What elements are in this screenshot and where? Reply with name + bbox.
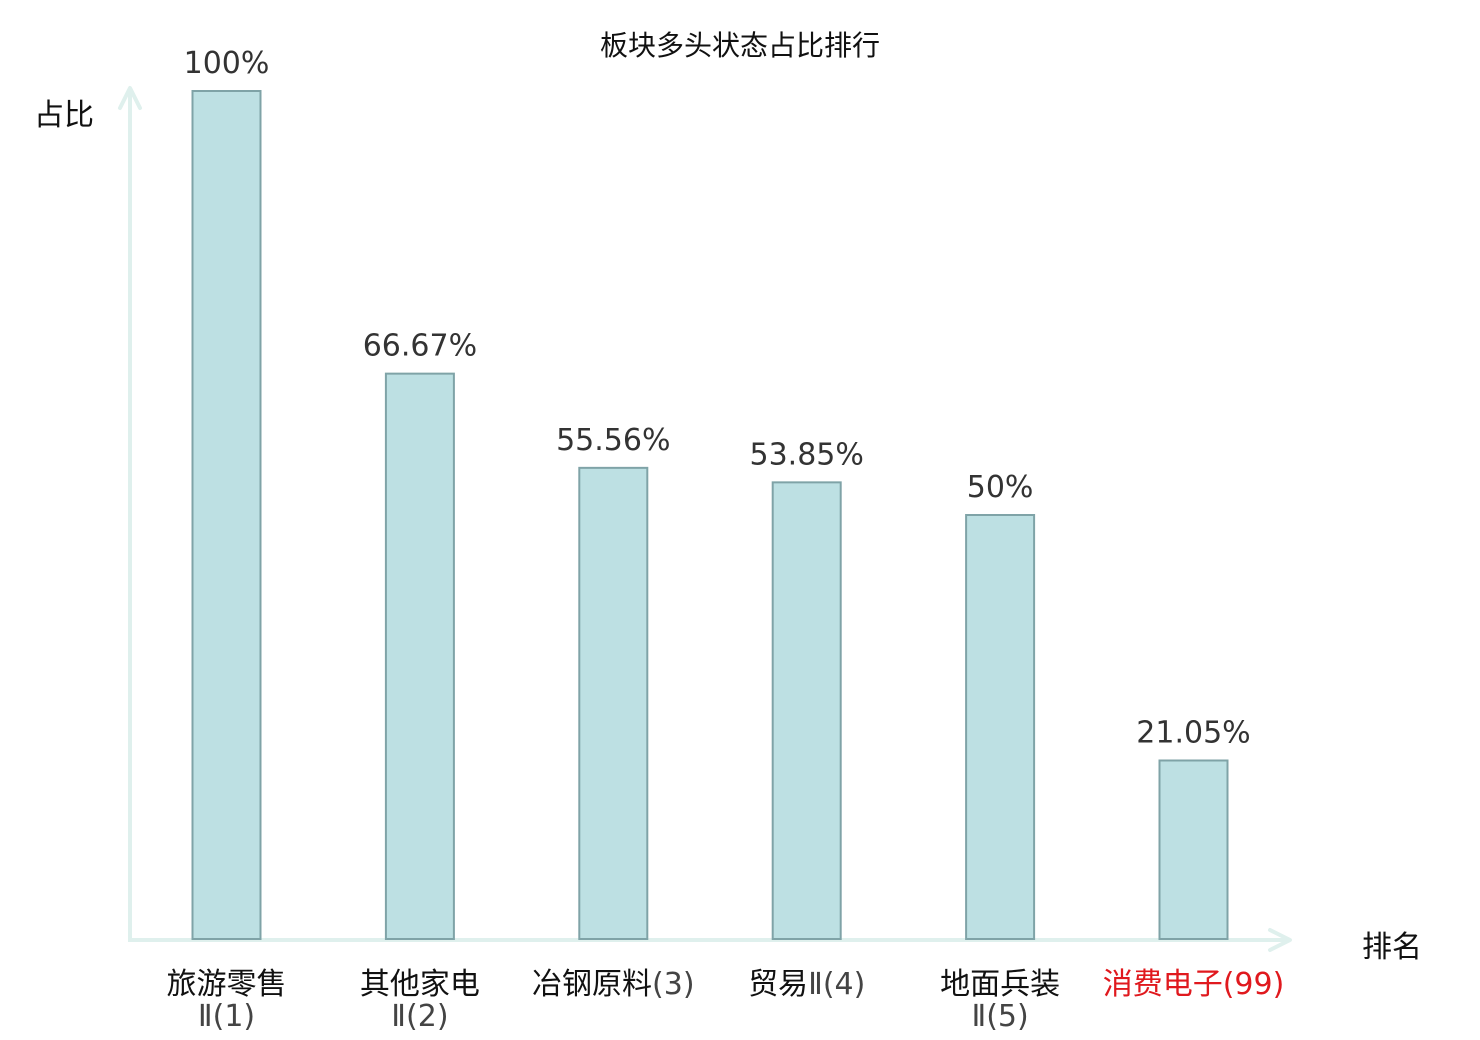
y-axis-label: 占比 (34, 98, 94, 133)
tick-label-name: 冶钢原料 (532, 967, 652, 1002)
tick-label-rank: Ⅱ(2) (391, 999, 448, 1034)
tick-label: 贸易Ⅱ(4) (748, 967, 865, 1002)
data-label: 100% (184, 46, 270, 81)
data-label: 53.85% (750, 437, 864, 472)
bar (578, 466, 649, 940)
tick-label: 冶钢原料(3) (532, 967, 695, 1002)
data-label: 21.05% (1136, 715, 1250, 750)
tick-label: 其他家电 (360, 967, 480, 1002)
y-axis-arrow (118, 86, 142, 110)
tick-label: 地面兵装 (940, 967, 1060, 1002)
tick-label-name: 消费电子 (1103, 967, 1223, 1002)
tick-label-rank: (3) (652, 967, 695, 1002)
bar (1158, 759, 1229, 940)
data-label: 50% (967, 470, 1034, 505)
chart-title: 板块多头状态占比排行 (599, 29, 880, 62)
x-axis-label: 排名 (1362, 930, 1422, 965)
tick-label: 旅游零售 (167, 967, 287, 1002)
tick-label-rank: Ⅱ(4) (808, 967, 865, 1002)
tick-label-rank: (99) (1223, 967, 1285, 1002)
tick-label-rank: Ⅱ(1) (198, 999, 255, 1034)
data-label: 55.56% (556, 423, 670, 458)
tick-label-name: 贸易 (748, 967, 808, 1002)
bar (384, 372, 455, 940)
x-axis-arrow (1268, 928, 1292, 952)
bar (965, 514, 1036, 940)
tick-label: 消费电子(99) (1103, 967, 1285, 1002)
data-label: 66.67% (363, 329, 477, 364)
tick-label-rank: Ⅱ(5) (971, 999, 1028, 1034)
bar (191, 90, 262, 940)
bar (771, 481, 842, 940)
